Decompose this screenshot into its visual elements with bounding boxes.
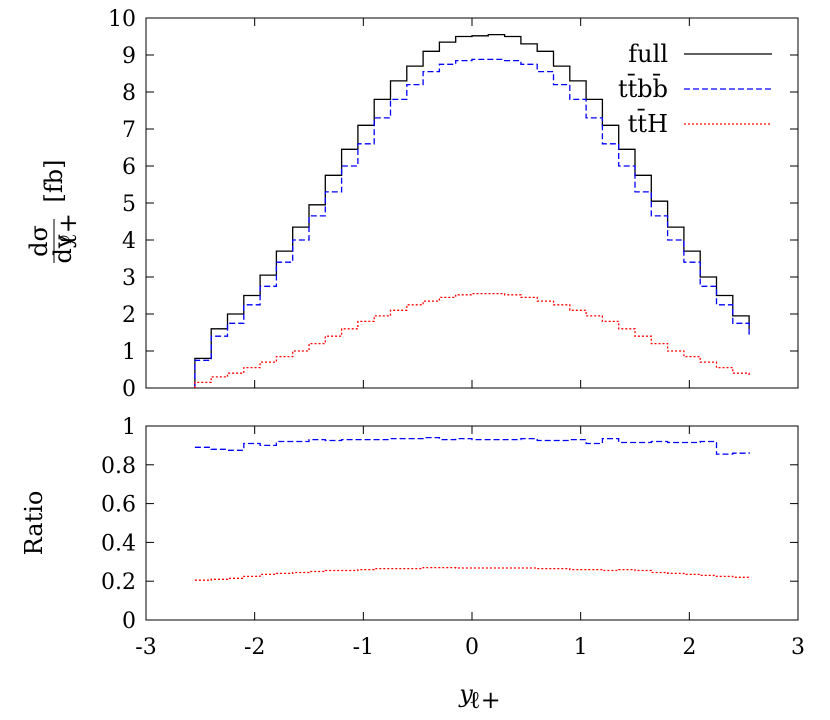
xtick-label: 3 <box>791 635 805 660</box>
bottom-ytick-label: 1 <box>122 415 136 440</box>
legend-label: full <box>628 40 668 68</box>
top-ytick-label: 4 <box>122 229 136 254</box>
top-ytick-label: 5 <box>122 192 136 217</box>
xtick-label: 0 <box>465 635 479 660</box>
bottom-series-line-1 <box>194 566 750 581</box>
top-ytick-label: 7 <box>122 118 136 143</box>
xlabel-sub: ℓ+ <box>469 686 501 714</box>
xtick-label: -3 <box>135 635 156 660</box>
bottom-ytick-label: 0.2 <box>101 570 136 595</box>
top-series <box>194 33 750 388</box>
legend-label: tt̄bb̄ <box>618 74 668 103</box>
top-y-ticks: 0 1 2 3 4 5 6 7 8 9 10 <box>108 7 798 402</box>
top-series-line-1 <box>194 58 750 388</box>
bottom-panel: 0 0.2 0.4 0.6 0.8 1 -3 -2 -1 0 1 2 3 Ratio y ℓ+ <box>20 18 805 714</box>
xtick-label: 2 <box>682 635 696 660</box>
top-ytick-label: 0 <box>122 377 136 402</box>
top-ytick-label: 10 <box>108 7 136 32</box>
legend: full tt̄bb̄ tt̄H <box>618 40 772 138</box>
bottom-ytick-label: 0.4 <box>101 531 136 556</box>
top-ytick-label: 9 <box>122 44 136 69</box>
top-plot-frame <box>145 17 799 389</box>
bottom-y-ticks: 0 0.2 0.4 0.6 0.8 1 <box>101 415 798 634</box>
bottom-plot-frame <box>145 425 799 621</box>
ylabel-unit: [fb] <box>40 160 68 203</box>
top-ytick-label: 1 <box>122 340 136 365</box>
top-series-line-0 <box>194 33 750 388</box>
top-ytick-label: 8 <box>122 81 136 106</box>
top-ytick-label: 3 <box>122 266 136 291</box>
x-axis-label: y ℓ+ <box>458 680 501 714</box>
bottom-series <box>194 436 750 581</box>
ratio-axis-label: Ratio <box>20 491 48 556</box>
ylabel-denominator-sub: ℓ+ <box>54 213 82 245</box>
bottom-ytick-label: 0 <box>122 609 136 634</box>
legend-label: tt̄H <box>628 109 668 138</box>
ylabel-numerator: dσ <box>25 225 53 257</box>
top-ytick-label: 2 <box>122 303 136 328</box>
top-panel: 0 1 2 3 4 5 6 7 8 9 10 full tt̄bb̄ tt̄H dσ dy ℓ+ [fb… <box>25 7 799 402</box>
top-ytick-label: 6 <box>122 155 136 180</box>
top-series-line-2 <box>194 292 750 388</box>
bottom-ytick-label: 0.6 <box>101 493 136 518</box>
xtick-label: 1 <box>574 635 588 660</box>
xtick-label: -1 <box>353 635 374 660</box>
bottom-x-ticks: -3 -2 -1 0 1 2 3 <box>135 18 805 660</box>
bottom-ytick-label: 0.8 <box>101 454 136 479</box>
xlabel-main: y <box>458 680 473 708</box>
ylabel-denominator: dy <box>49 234 77 263</box>
xtick-label: -2 <box>244 635 265 660</box>
bottom-series-line-0 <box>194 436 750 455</box>
top-y-axis-label: dσ dy ℓ+ [fb] <box>25 160 82 264</box>
